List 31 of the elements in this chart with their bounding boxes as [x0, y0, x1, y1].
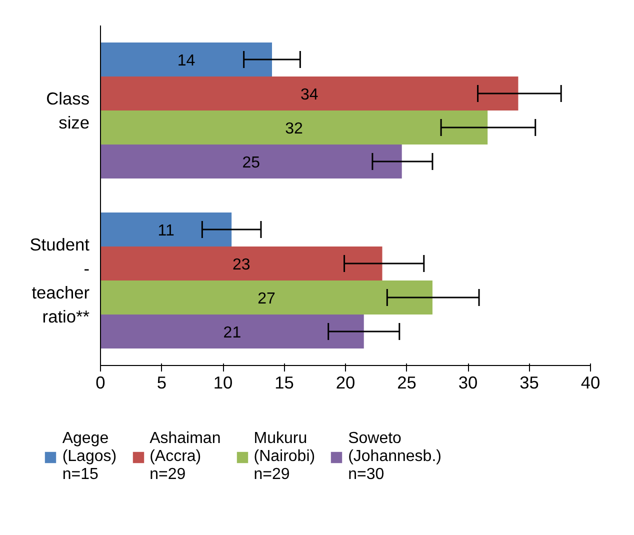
bar — [100, 280, 432, 314]
data-label: 14 — [177, 52, 196, 70]
x-tick-label: 15 — [274, 372, 294, 392]
x-tick-label: 30 — [458, 372, 478, 392]
bar — [100, 314, 364, 348]
bar — [100, 42, 272, 76]
data-label: 27 — [258, 290, 276, 308]
x-tick-label: 25 — [397, 372, 416, 392]
data-label: 25 — [242, 154, 260, 172]
x-tick-label: 0 — [96, 372, 106, 392]
bar — [100, 76, 518, 110]
bar — [100, 246, 382, 280]
x-tick-label: 35 — [520, 372, 539, 392]
legend-label: Ashaiman (Accra) n=29 — [150, 430, 221, 484]
y-tick-label: Class size — [46, 88, 90, 132]
data-label: 21 — [223, 324, 242, 342]
legend-label: Agege (Lagos) n=15 — [62, 430, 117, 484]
x-tick-label: 10 — [213, 372, 233, 392]
x-tick-label: 5 — [156, 372, 167, 392]
data-label: 11 — [158, 222, 174, 240]
data-label: 23 — [232, 256, 250, 274]
y-tick-label: Student - teacher ratio** — [30, 234, 90, 326]
bar — [100, 144, 402, 178]
x-tick-label: 20 — [336, 372, 356, 392]
bar — [100, 110, 488, 144]
data-label: 32 — [285, 120, 304, 138]
legend-label: Mukuru (Nairobi) n=29 — [254, 430, 316, 484]
x-tick-label: 40 — [580, 372, 600, 392]
legend-label: Soweto (Johannesb.) n=30 — [348, 430, 442, 484]
data-label: 34 — [300, 86, 318, 104]
bar — [100, 212, 232, 246]
